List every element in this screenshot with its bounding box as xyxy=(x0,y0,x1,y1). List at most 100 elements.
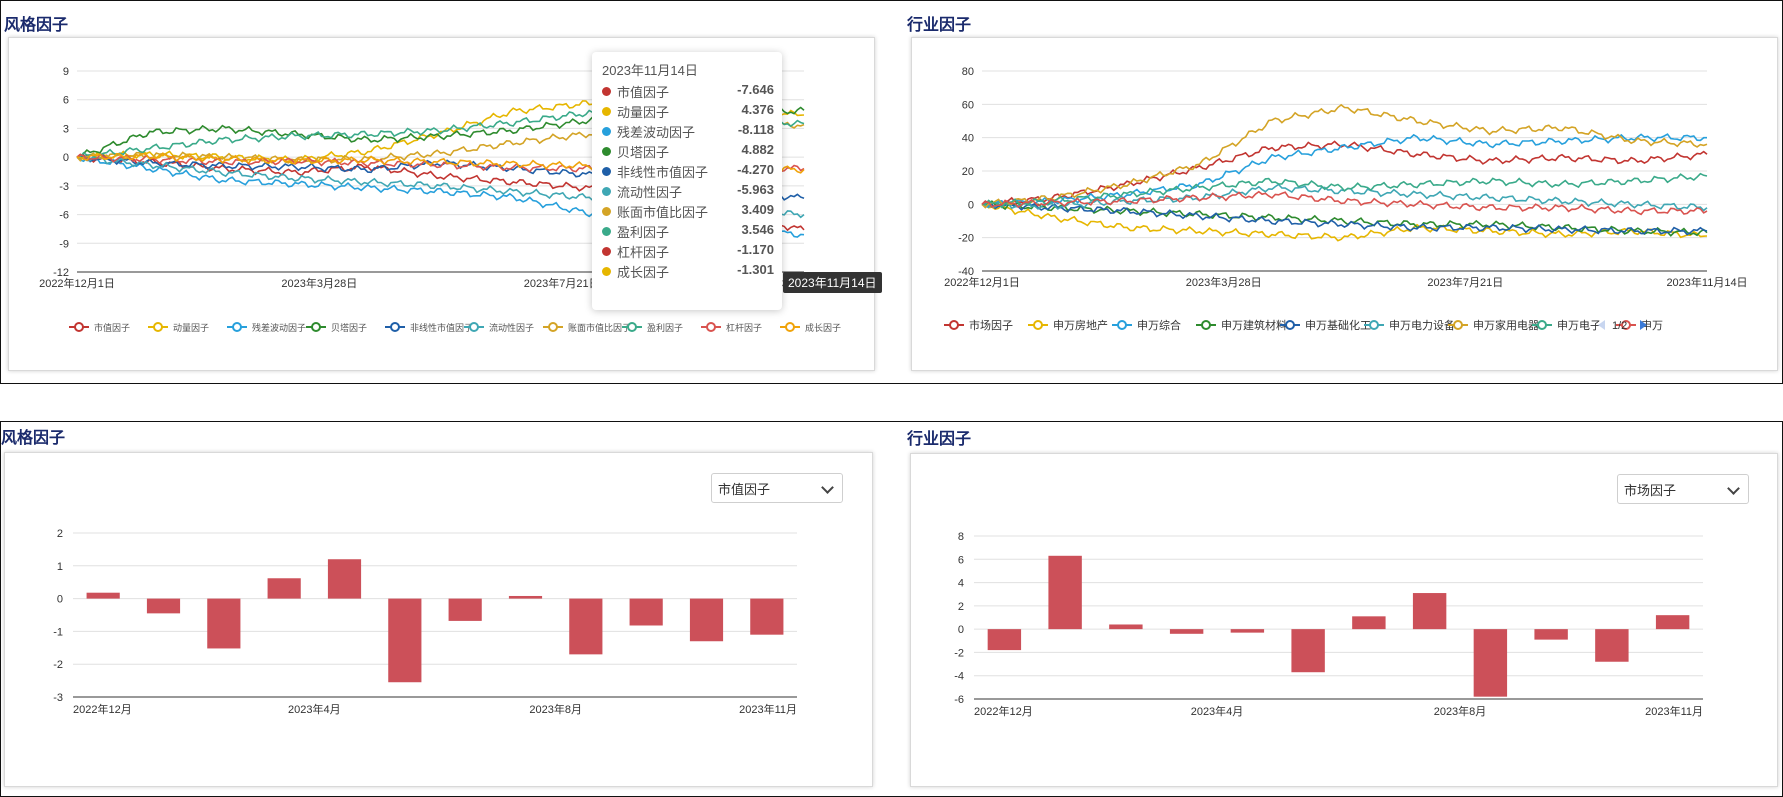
tooltip-series-name: 杠杆因子 xyxy=(617,245,670,260)
bar xyxy=(1655,615,1690,630)
series-line xyxy=(981,190,1708,216)
legend-marker-icon xyxy=(1537,320,1547,330)
bar xyxy=(987,629,1022,651)
legend-label: 杠杆因子 xyxy=(726,322,762,333)
tooltip-series-value: -8.118 xyxy=(737,122,774,137)
legend-dot-icon xyxy=(602,87,611,96)
y-tick-label: 80 xyxy=(962,66,974,78)
y-tick-label: 8 xyxy=(958,531,964,543)
bar xyxy=(1291,629,1325,673)
legend-dot-icon xyxy=(602,267,611,276)
style-bar-chart-card: 2 1 0 -1 -2 -3 2022年12月 2023年4月 2023年8月 2023年11月 … xyxy=(4,452,873,787)
bar xyxy=(1595,629,1629,662)
tooltip-date: 2023年11月14日 xyxy=(602,63,698,78)
tooltip-series-value: -1.301 xyxy=(737,262,774,277)
series-line xyxy=(981,103,1708,209)
x-tick-label: 2023年11月 xyxy=(739,702,797,716)
chevron-down-icon xyxy=(821,481,834,494)
legend-label: 市值因子 xyxy=(94,322,130,333)
tooltip-row: 杠杆因子 -1.170 xyxy=(602,242,774,262)
style-factor-title-bottom: 风格因子 xyxy=(1,430,66,447)
x-tick-label: 2023年8月 xyxy=(529,702,582,716)
chevron-down-icon xyxy=(1727,482,1740,495)
bar xyxy=(1534,629,1568,640)
legend-marker-icon xyxy=(1453,320,1463,330)
bar xyxy=(267,578,301,599)
series-line xyxy=(981,200,1708,237)
y-tick-label: 2 xyxy=(57,528,63,540)
style-factor-select[interactable]: 市值因子 xyxy=(711,473,843,503)
x-tick-label: 2023年3月28日 xyxy=(1186,275,1262,289)
legend-marker-icon xyxy=(153,322,163,332)
y-tick-label: -2 xyxy=(53,659,63,671)
industry-factor-select[interactable]: 市场因子 xyxy=(1617,474,1749,504)
y-tick-label: 1 xyxy=(57,561,63,573)
series-line xyxy=(981,200,1708,236)
legend-dot-icon xyxy=(602,147,611,156)
y-tick-label: 6 xyxy=(63,95,69,107)
x-tick-label: 2023年7月21日 xyxy=(1427,275,1503,289)
legend-marker-icon xyxy=(1201,320,1211,330)
bar xyxy=(86,592,120,599)
tooltip-series-name: 市值因子 xyxy=(617,85,670,100)
x-tick-label: 2022年12月 xyxy=(73,702,132,716)
tooltip-series-name: 盈利因子 xyxy=(617,225,670,240)
legend-marker-icon xyxy=(627,322,637,332)
style-factor-select-value: 市值因子 xyxy=(718,481,771,497)
series-line xyxy=(982,172,1708,209)
tooltip-row: 残差波动因子 -8.118 xyxy=(602,122,774,142)
tooltip-series-name: 流动性因子 xyxy=(617,185,683,200)
bar xyxy=(1109,624,1143,630)
bar xyxy=(388,598,422,683)
industry-bar-chart-card: 8 6 4 2 0 -2 -4 -6 2022年12月 2023年4月 2023年8月 2023年11… xyxy=(910,453,1778,787)
tooltip-series-name: 非线性市值因子 xyxy=(617,165,709,180)
legend-marker-icon xyxy=(1033,320,1043,330)
y-tick-label: 0 xyxy=(968,199,974,211)
bar xyxy=(1412,593,1447,630)
axis-pointer-label: 2023年11月14日 xyxy=(783,272,882,293)
legend-marker-icon xyxy=(232,322,242,332)
legend-label: 申万 xyxy=(1641,319,1663,332)
style-bar-chart[interactable]: 2 1 0 -1 -2 -3 2022年12月 2023年4月 2023年8月 2023年11月 xyxy=(5,453,874,788)
industry-factor-select-value: 市场因子 xyxy=(1624,482,1677,498)
bar xyxy=(1352,616,1386,630)
y-tick-label: -4 xyxy=(954,671,964,683)
bar xyxy=(1048,555,1082,630)
series-line xyxy=(981,183,1708,212)
series-line xyxy=(981,133,1707,208)
y-tick-label: 3 xyxy=(63,123,69,135)
tooltip-series-value: -1.170 xyxy=(737,242,774,257)
tooltip-row: 动量因子 4.376 xyxy=(602,102,774,122)
style-factor-title-top: 风格因子 xyxy=(4,17,69,34)
legend-label: 申万电子 xyxy=(1557,319,1601,332)
legend-label: 盈利因子 xyxy=(647,322,683,333)
legend-label: 非线性市值因子 xyxy=(410,322,473,333)
y-tick-label: -20 xyxy=(958,233,974,245)
bar xyxy=(689,598,724,642)
legend-label: 残差波动因子 xyxy=(252,322,306,333)
bar xyxy=(569,598,603,655)
y-tick-label: 40 xyxy=(962,133,974,145)
y-tick-label: -2 xyxy=(954,647,964,659)
tooltip-series-value: -5.963 xyxy=(737,182,774,197)
tooltip-row: 非线性市值因子 -4.270 xyxy=(602,162,774,182)
series-line xyxy=(981,140,1708,208)
tooltip-series-value: 4.376 xyxy=(741,102,774,117)
legend-marker-icon xyxy=(706,322,716,332)
y-tick-label: -3 xyxy=(59,181,69,193)
tooltip-series-value: -7.646 xyxy=(737,82,774,97)
x-tick-label: 2023年3月28日 xyxy=(281,276,357,290)
bar xyxy=(448,598,482,621)
bar xyxy=(327,559,362,599)
pager-label: 1/2 xyxy=(1612,320,1627,332)
legend-label: 动量因子 xyxy=(173,323,209,333)
tooltip-row: 成长因子 -1.301 xyxy=(602,262,774,282)
y-tick-label: 0 xyxy=(958,624,964,636)
bar xyxy=(629,598,663,626)
bar xyxy=(508,595,543,599)
legend-label: 成长因子 xyxy=(805,322,841,333)
tooltip-series-value: 3.546 xyxy=(741,222,774,237)
industry-bar-chart[interactable]: 8 6 4 2 0 -2 -4 -6 2022年12月 2023年4月 2023年8月 2023年11… xyxy=(911,454,1779,788)
tooltip-series-value: 4.882 xyxy=(741,142,774,157)
